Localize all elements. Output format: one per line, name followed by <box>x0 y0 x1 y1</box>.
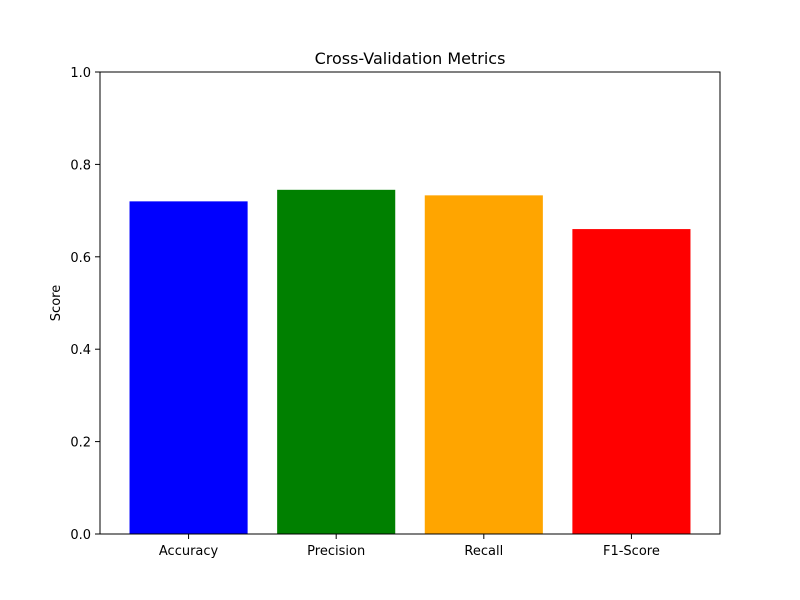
chart-title: Cross-Validation Metrics <box>315 49 506 68</box>
y-tick-label: 1.0 <box>70 66 91 81</box>
bar-recall <box>424 195 543 534</box>
bar-precision <box>277 189 396 534</box>
y-tick-label: 0.8 <box>70 158 91 173</box>
x-tick-label: Accuracy <box>159 544 219 559</box>
y-tick-label: 0.6 <box>70 251 91 266</box>
bars-group <box>129 189 691 535</box>
x-axis-ticks: Accuracy Precision Recall F1-Score <box>159 534 660 559</box>
y-axis-ticks: 0.0 0.2 0.4 0.6 0.8 1.0 <box>70 66 100 543</box>
plot-area-frame <box>99 71 721 535</box>
bar-accuracy <box>129 201 248 535</box>
y-axis-label: Score <box>49 285 64 321</box>
x-tick-label: Precision <box>307 544 365 559</box>
y-tick-label: 0.4 <box>70 343 91 358</box>
x-tick-label: F1-Score <box>603 544 660 559</box>
y-tick-label: 0.2 <box>70 436 91 451</box>
bar-f1-score <box>572 229 691 534</box>
x-tick-label: Recall <box>464 544 503 559</box>
y-tick-label: 0.0 <box>70 528 91 543</box>
